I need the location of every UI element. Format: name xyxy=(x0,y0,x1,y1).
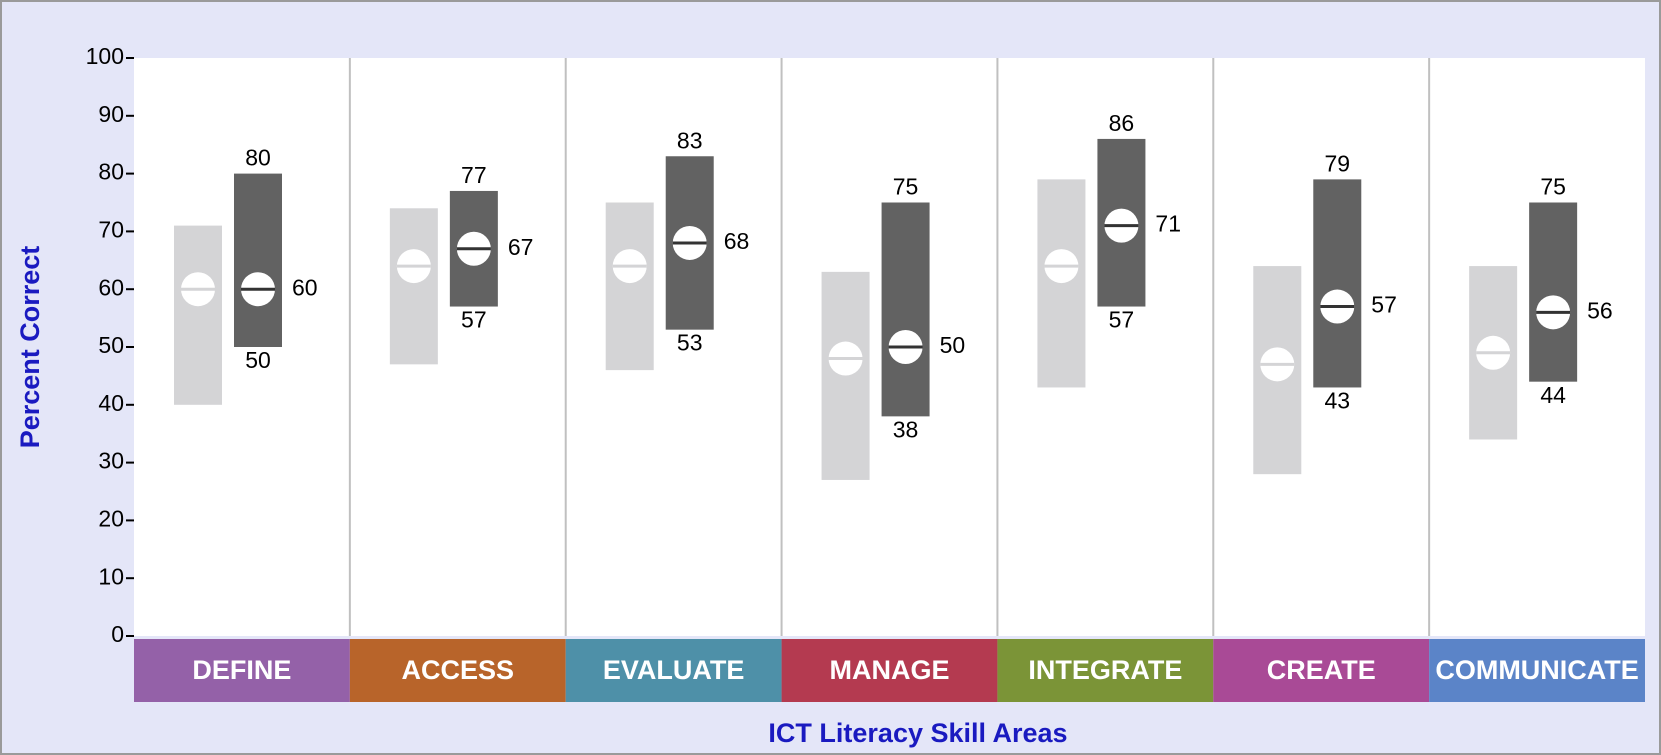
range-box xyxy=(1037,179,1086,388)
low-label: 57 xyxy=(461,307,487,333)
low-label: 44 xyxy=(1540,382,1566,408)
high-label: 79 xyxy=(1324,150,1350,176)
high-label: 75 xyxy=(893,174,919,200)
y-tick-label: 100 xyxy=(86,43,124,69)
y-tick-label: 60 xyxy=(98,274,124,300)
y-tick-label: 90 xyxy=(98,101,124,127)
y-tick-label: 70 xyxy=(98,216,124,242)
x-tick-label: CREATE xyxy=(1267,655,1376,685)
low-label: 38 xyxy=(893,416,919,442)
category-band xyxy=(1213,639,1430,702)
y-tick-label: 10 xyxy=(98,563,124,589)
range-box xyxy=(234,173,282,347)
category-band xyxy=(1429,639,1645,702)
x-tick-label: DEFINE xyxy=(192,655,291,685)
x-tick-label: INTEGRATE xyxy=(1028,655,1182,685)
high-label: 83 xyxy=(677,127,703,153)
range-box xyxy=(1529,202,1578,382)
y-tick-label: 30 xyxy=(98,448,124,474)
category-band xyxy=(781,639,998,702)
y-tick-label: 80 xyxy=(98,159,124,185)
high-label: 77 xyxy=(461,162,487,188)
low-label: 50 xyxy=(245,347,271,373)
low-label: 43 xyxy=(1324,388,1350,414)
median-label: 71 xyxy=(1155,211,1181,237)
x-tick-label: ACCESS xyxy=(402,655,515,685)
category-band xyxy=(997,639,1214,702)
range-box xyxy=(881,202,930,417)
range-box xyxy=(605,202,654,371)
range-box xyxy=(1313,179,1362,388)
median-label: 50 xyxy=(940,332,966,358)
high-label: 86 xyxy=(1109,110,1135,136)
category-band xyxy=(565,639,782,702)
median-label: 60 xyxy=(292,274,318,300)
category-band xyxy=(134,639,350,702)
x-axis-title: ICT Literacy Skill Areas xyxy=(768,718,1067,748)
high-label: 75 xyxy=(1540,174,1566,200)
x-tick-label: EVALUATE xyxy=(603,655,745,685)
y-tick-label: 40 xyxy=(98,390,124,416)
median-label: 57 xyxy=(1371,292,1397,318)
x-tick-label: COMMUNICATE xyxy=(1435,655,1638,685)
y-tick-label: 20 xyxy=(98,505,124,531)
median-label: 67 xyxy=(508,234,534,260)
range-box xyxy=(821,271,870,480)
low-label: 53 xyxy=(677,330,703,356)
x-tick-label: MANAGE xyxy=(830,655,950,685)
low-label: 57 xyxy=(1109,307,1135,333)
range-box xyxy=(389,208,438,365)
category-band xyxy=(349,639,566,702)
high-label: 80 xyxy=(245,145,271,171)
y-axis-title: Percent Correct xyxy=(15,246,45,449)
median-label: 68 xyxy=(724,228,750,254)
y-tick-label: 0 xyxy=(111,621,124,647)
range-box xyxy=(174,225,222,405)
median-label: 56 xyxy=(1587,297,1613,323)
y-tick-label: 50 xyxy=(98,332,124,358)
